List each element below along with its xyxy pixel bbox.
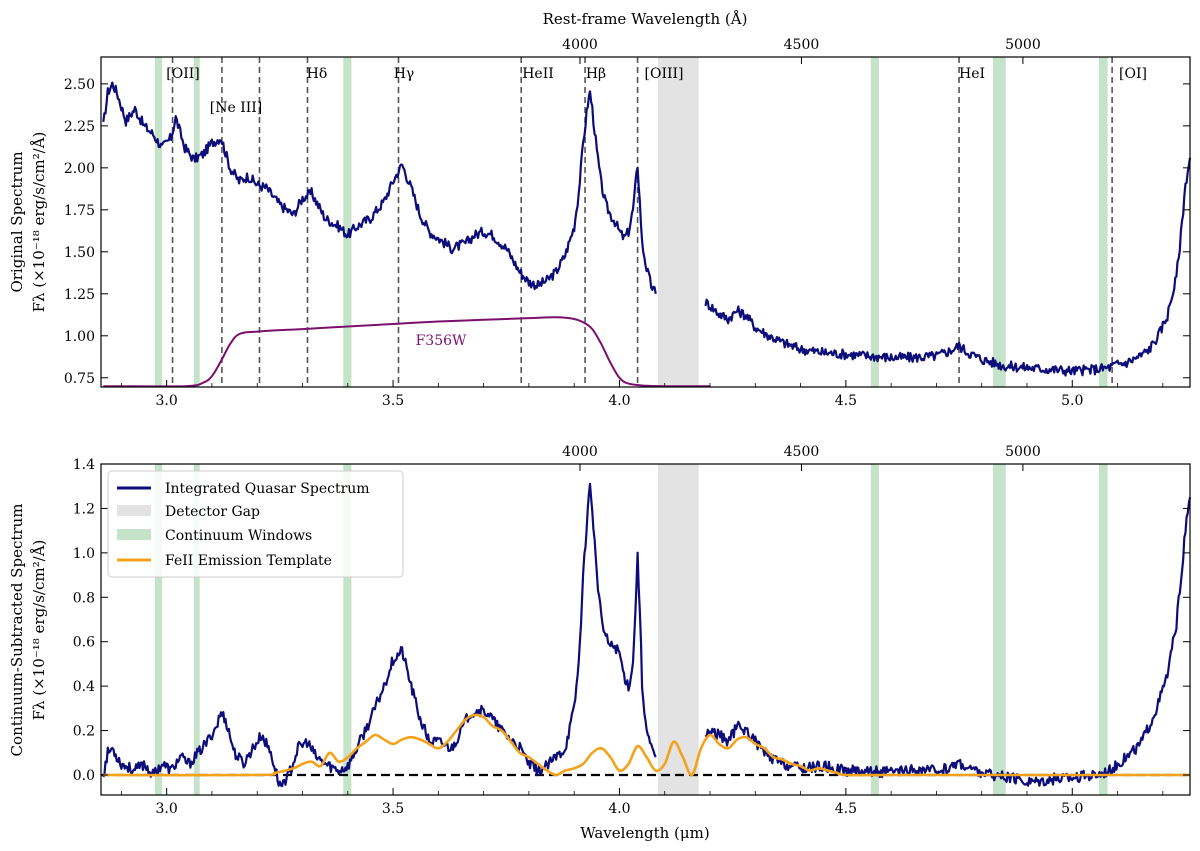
line-label-oii: [OII] bbox=[166, 66, 199, 82]
top-detector-gap bbox=[657, 57, 699, 387]
bottom-ylabel-line1: Continuum-Subtracted Spectrum bbox=[8, 504, 26, 757]
subtracted-spectrum-1 bbox=[704, 497, 1192, 787]
top-ytick-label-0: 0.75 bbox=[64, 371, 95, 387]
filter-label: F356W bbox=[416, 333, 467, 349]
top-band-layer bbox=[154, 57, 1108, 387]
top-ytick-label-3: 1.50 bbox=[64, 245, 95, 261]
bottom-continuum-window-0 bbox=[154, 464, 163, 795]
top-axis-title: Rest-frame Wavelength (Å) bbox=[543, 10, 748, 28]
original-spectrum-1 bbox=[704, 157, 1192, 377]
bottom-xtick-label-2: 4.0 bbox=[608, 801, 630, 817]
legend: Integrated Quasar Spectrum Detector Gap … bbox=[107, 470, 404, 578]
bottom-ytick-label-1: 0.2 bbox=[73, 724, 95, 740]
bottom-ytick-label-3: 0.6 bbox=[73, 635, 95, 651]
line-label-oiii: [OIII] bbox=[645, 66, 684, 82]
top-xtick-label-4: 5.0 bbox=[1061, 393, 1083, 409]
legend-swatch-gap bbox=[117, 505, 151, 516]
top-top-tick-label-0: 4000 bbox=[562, 37, 598, 53]
line-label-hei: HeI bbox=[959, 66, 985, 82]
top-continuum-window-4 bbox=[993, 57, 1006, 387]
top-ylabel-line1: Original Spectrum bbox=[8, 151, 26, 292]
bottom-ytick-label-5: 1.0 bbox=[73, 546, 95, 562]
legend-label-fe: FeII Emission Template bbox=[165, 553, 332, 569]
top-ytick-label-5: 2.00 bbox=[64, 161, 95, 177]
bottom-xtick-label-4: 5.0 bbox=[1061, 801, 1083, 817]
top-top-tick-label-1: 4500 bbox=[784, 37, 820, 53]
top-ytick-label-4: 1.75 bbox=[64, 203, 95, 219]
top-ytick-label-6: 2.25 bbox=[64, 119, 95, 135]
bottom-xtick-label-3: 4.5 bbox=[835, 801, 857, 817]
bottom-continuum-window-4 bbox=[993, 464, 1006, 795]
top-continuum-window-2 bbox=[343, 57, 352, 387]
bottom-continuum-window-5 bbox=[1098, 464, 1108, 795]
top-continuum-window-3 bbox=[870, 57, 879, 387]
top-continuum-window-0 bbox=[154, 57, 163, 387]
top-top-tick-label-2: 5000 bbox=[1005, 37, 1041, 53]
top-tick-layer: 3.0 3.5 4.0 4.5 5.0 0.75 1.00 1.25 1.50 1.75 2.00 2… bbox=[64, 37, 1190, 409]
filter-f356w-curve bbox=[103, 316, 710, 388]
bottom-plot-frame bbox=[100, 463, 1191, 796]
top-ytick-label-2: 1.25 bbox=[64, 287, 95, 303]
top-ytick-label-1: 1.00 bbox=[64, 329, 95, 345]
bottom-ytick-label-6: 1.2 bbox=[73, 501, 95, 517]
top-emission-line-layer bbox=[171, 57, 1113, 387]
bottom-top-tick-label-2: 5000 bbox=[1005, 444, 1041, 460]
bottom-xtick-label-1: 3.5 bbox=[382, 801, 404, 817]
original-spectrum-0 bbox=[102, 81, 657, 294]
bottom-ytick-label-4: 0.8 bbox=[73, 590, 95, 606]
subtracted-spectrum-0 bbox=[102, 482, 657, 788]
bottom-ytick-label-7: 1.4 bbox=[73, 457, 95, 473]
line-label-heii: HeII bbox=[522, 66, 554, 82]
bottom-top-tick-label-1: 4500 bbox=[784, 444, 820, 460]
top-ytick-label-7: 2.50 bbox=[64, 77, 95, 93]
line-label-hdelta: Hδ bbox=[307, 66, 328, 82]
bottom-xtick-label-0: 3.0 bbox=[156, 801, 178, 817]
bottom-xlabel: Wavelength (μm) bbox=[580, 824, 709, 842]
top-xtick-label-2: 4.0 bbox=[608, 393, 630, 409]
bottom-continuum-window-1 bbox=[193, 464, 200, 795]
top-xtick-label-3: 4.5 bbox=[835, 393, 857, 409]
legend-swatch-continuum bbox=[117, 529, 151, 540]
top-plot-frame bbox=[100, 56, 1191, 388]
bottom-detector-gap bbox=[657, 464, 699, 795]
top-xtick-label-0: 3.0 bbox=[156, 393, 178, 409]
line-label-neiii: [Ne III] bbox=[210, 100, 263, 116]
top-series-layer bbox=[102, 81, 1192, 388]
top-panel: 3.0 3.5 4.0 4.5 5.0 0.75 1.00 1.25 1.50 1.75 2.00 2… bbox=[8, 10, 1192, 409]
bottom-ylabel-line2: Fλ (×10⁻¹⁸ erg/s/cm²/Å) bbox=[30, 540, 48, 721]
bottom-band-layer bbox=[154, 464, 1108, 795]
bottom-continuum-window-3 bbox=[870, 464, 879, 795]
bottom-continuum-window-2 bbox=[343, 464, 352, 795]
line-label-hgamma: Hγ bbox=[394, 66, 415, 82]
bottom-ytick-label-2: 0.4 bbox=[73, 679, 95, 695]
legend-label-gap: Detector Gap bbox=[165, 504, 260, 520]
bottom-series-layer bbox=[102, 482, 1192, 788]
bottom-panel: 3.0 3.5 4.0 4.5 5.0 0.0 0.2 0.4 0.6 0.8 1.0 1.2 1.4 4… bbox=[8, 444, 1192, 842]
legend-label-spectrum: Integrated Quasar Spectrum bbox=[165, 481, 370, 497]
top-ylabel-line2: Fλ (×10⁻¹⁸ erg/s/cm²/Å) bbox=[30, 132, 48, 313]
legend-label-continuum: Continuum Windows bbox=[165, 528, 312, 544]
feii-template-curve bbox=[103, 713, 1190, 777]
bottom-top-tick-label-0: 4000 bbox=[562, 444, 598, 460]
bottom-tick-layer: 3.0 3.5 4.0 4.5 5.0 0.0 0.2 0.4 0.6 0.8 1.0 1.2 1.4 4… bbox=[73, 444, 1190, 817]
bottom-ytick-label-0: 0.0 bbox=[73, 768, 95, 784]
top-continuum-window-5 bbox=[1098, 57, 1108, 387]
top-xtick-label-1: 3.5 bbox=[382, 393, 404, 409]
line-label-hbeta: Hβ bbox=[586, 66, 606, 82]
line-label-oi: [OI] bbox=[1119, 66, 1147, 82]
top-continuum-window-1 bbox=[193, 57, 200, 387]
legend-box bbox=[107, 470, 404, 578]
